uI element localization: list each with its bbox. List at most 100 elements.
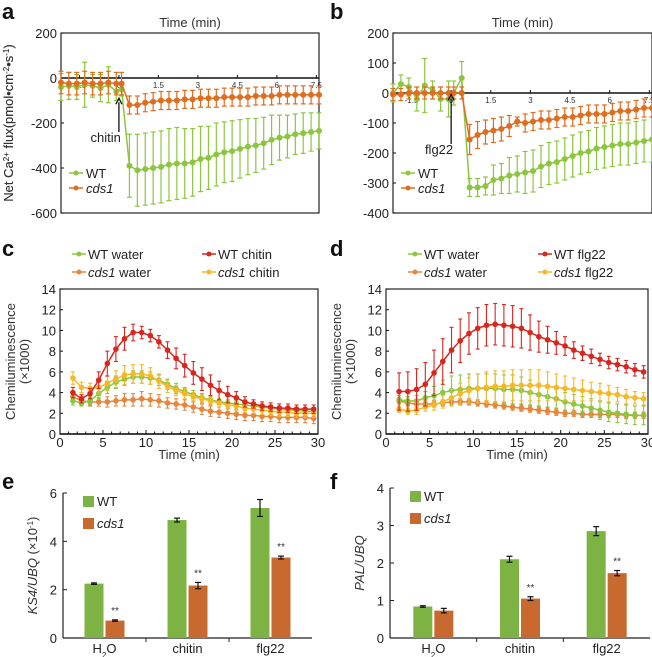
data-point	[632, 394, 638, 401]
data-point	[490, 177, 497, 183]
data-point	[173, 160, 180, 167]
data-point	[113, 376, 119, 382]
data-point	[536, 333, 542, 340]
data-point	[649, 136, 652, 143]
x-axis-title: Time (min)	[158, 447, 220, 462]
legend-genotype: WT	[554, 247, 574, 262]
data-point	[466, 136, 473, 143]
data-point	[518, 382, 525, 389]
y-tick-label: 200	[367, 26, 389, 41]
y-axis-title-sup: -2	[2, 66, 11, 74]
data-point	[233, 403, 240, 409]
legend-swatch-marker	[76, 269, 82, 275]
y-tick-label: 2	[50, 583, 57, 598]
data-point	[458, 90, 465, 96]
data-point	[397, 91, 404, 98]
y-tick-label: 14	[42, 282, 56, 297]
legend-swatch-marker	[206, 269, 212, 275]
data-point	[562, 385, 568, 392]
data-point	[138, 329, 145, 336]
data-point	[431, 370, 437, 376]
data-point	[233, 411, 240, 418]
y-tick-label: 0	[375, 427, 382, 442]
data-point	[302, 406, 308, 412]
y-tick-label: 0	[50, 631, 57, 646]
data-point	[605, 359, 612, 366]
legend-genotype: cds1	[554, 265, 581, 280]
y-tick-label: -200	[31, 116, 57, 131]
y-axis-title: Net Ca2+ flux(pmol•cm-2•s-1)	[1, 44, 16, 201]
data-point	[173, 97, 180, 104]
data-point	[173, 387, 179, 394]
x-tick-label: 15	[182, 435, 196, 450]
data-point	[95, 377, 102, 383]
data-point	[276, 91, 283, 98]
data-point	[570, 401, 577, 407]
data-point	[597, 356, 603, 363]
data-point	[448, 347, 455, 353]
y-tick-label: 10	[368, 323, 382, 338]
legend-genotype: WT	[218, 247, 238, 262]
legend-label: cds1 flg22	[554, 265, 613, 280]
data-point	[216, 409, 222, 416]
data-point	[147, 397, 154, 403]
y-tick-label: 6	[50, 486, 57, 501]
x-axis-title: Time (min)	[492, 15, 554, 30]
data-point	[158, 163, 165, 170]
data-point	[134, 167, 141, 174]
y-tick-label: 4	[49, 386, 56, 401]
data-point	[237, 145, 244, 152]
data-point	[207, 398, 214, 404]
x-tick-label: 1.5	[153, 81, 165, 90]
data-point	[164, 400, 171, 406]
data-point	[259, 403, 265, 409]
data-point	[448, 394, 455, 401]
data-point	[545, 117, 552, 123]
y-axis-title-sup: -1	[2, 48, 11, 56]
data-point	[544, 383, 551, 390]
x-tick-label: -1.5	[405, 96, 419, 105]
bar-WT	[250, 507, 270, 638]
data-point	[156, 339, 162, 345]
bar-cds1	[607, 573, 627, 638]
y-axis-title-part: )	[25, 517, 40, 521]
panel-letter-a: a	[2, 0, 15, 24]
legend-swatch	[410, 513, 421, 524]
data-point	[213, 151, 220, 158]
y-tick-label: 200	[35, 26, 57, 41]
y-axis-title-part: •s	[1, 55, 16, 67]
legend-treatment: water	[108, 247, 144, 262]
data-point	[632, 412, 638, 419]
data-point	[457, 390, 464, 397]
data-point	[562, 410, 568, 417]
data-point	[126, 162, 133, 169]
x-tick-label: 30	[311, 435, 325, 450]
data-point	[405, 388, 411, 395]
y-tick-label: 4	[375, 386, 382, 401]
x-tick-label: 25	[268, 435, 282, 450]
x-tick-label: 0	[117, 81, 122, 90]
data-point	[501, 383, 507, 390]
data-point	[224, 391, 231, 398]
data-point	[216, 387, 222, 394]
data-point	[585, 111, 592, 117]
data-point	[561, 114, 568, 120]
data-point	[260, 140, 267, 147]
x-tick-label: 5	[99, 435, 106, 450]
data-point	[492, 383, 498, 390]
legend-treatment: flg22	[581, 265, 613, 280]
chart-panel-a: Time (min)-1.5 0 1.5 3 4.5 6 7.52000-200-400-6…	[1, 15, 322, 221]
y-axis-title: PAL/UBQ	[352, 535, 367, 590]
data-point	[150, 165, 157, 171]
data-point	[506, 123, 513, 129]
y-tick-label: 10	[42, 323, 56, 338]
label-part: H	[93, 641, 102, 656]
data-point	[147, 373, 154, 379]
y-tick-label: 8	[49, 344, 56, 359]
data-point	[614, 391, 621, 398]
data-point	[199, 376, 205, 382]
data-point	[561, 156, 568, 162]
data-point	[390, 91, 396, 98]
y-tick-label: 0	[382, 86, 389, 101]
y-tick-label: -300	[363, 176, 389, 191]
